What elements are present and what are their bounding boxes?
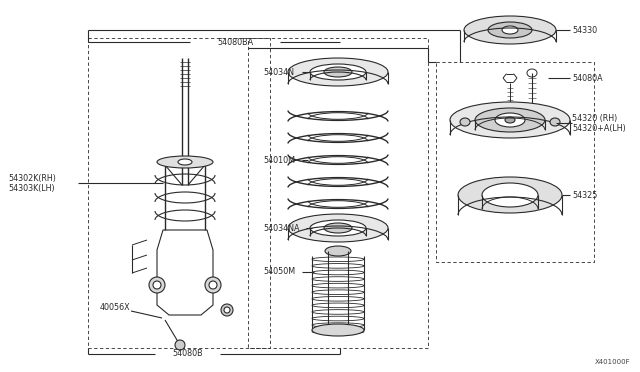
Ellipse shape	[153, 281, 161, 289]
Text: 54034N: 54034N	[263, 67, 294, 77]
Ellipse shape	[205, 277, 221, 293]
Ellipse shape	[458, 177, 562, 213]
Ellipse shape	[495, 113, 525, 127]
Ellipse shape	[209, 281, 217, 289]
Text: 54303K(LH): 54303K(LH)	[8, 183, 54, 192]
Ellipse shape	[221, 304, 233, 316]
Ellipse shape	[475, 108, 545, 132]
Ellipse shape	[310, 220, 366, 236]
Ellipse shape	[224, 307, 230, 313]
Text: 54320 (RH): 54320 (RH)	[572, 113, 617, 122]
Text: 54010M: 54010M	[263, 155, 295, 164]
Ellipse shape	[450, 102, 570, 138]
Ellipse shape	[505, 117, 515, 123]
Text: 54050M: 54050M	[263, 267, 295, 276]
Ellipse shape	[288, 214, 388, 242]
Ellipse shape	[312, 324, 364, 336]
Ellipse shape	[157, 156, 213, 168]
Text: 54330: 54330	[572, 26, 597, 35]
Ellipse shape	[178, 159, 192, 165]
Ellipse shape	[325, 246, 351, 256]
Text: 54080A: 54080A	[572, 74, 603, 83]
Ellipse shape	[464, 16, 556, 44]
Ellipse shape	[502, 26, 518, 34]
Ellipse shape	[460, 118, 470, 126]
Ellipse shape	[482, 183, 538, 207]
Ellipse shape	[310, 64, 366, 80]
Ellipse shape	[324, 67, 352, 77]
Ellipse shape	[324, 223, 352, 233]
Text: 54302K(RH): 54302K(RH)	[8, 173, 56, 183]
Ellipse shape	[288, 58, 388, 86]
Text: 54080BA: 54080BA	[217, 38, 253, 46]
Ellipse shape	[175, 340, 185, 350]
Text: 54325: 54325	[572, 190, 597, 199]
Ellipse shape	[488, 22, 532, 38]
Text: X401000F: X401000F	[595, 359, 630, 365]
Ellipse shape	[149, 277, 165, 293]
Ellipse shape	[550, 118, 560, 126]
Text: 54080B: 54080B	[173, 350, 204, 359]
Text: 40056X: 40056X	[100, 302, 131, 311]
Text: 54320+A(LH): 54320+A(LH)	[572, 124, 626, 132]
Text: 54034NA: 54034NA	[263, 224, 300, 232]
